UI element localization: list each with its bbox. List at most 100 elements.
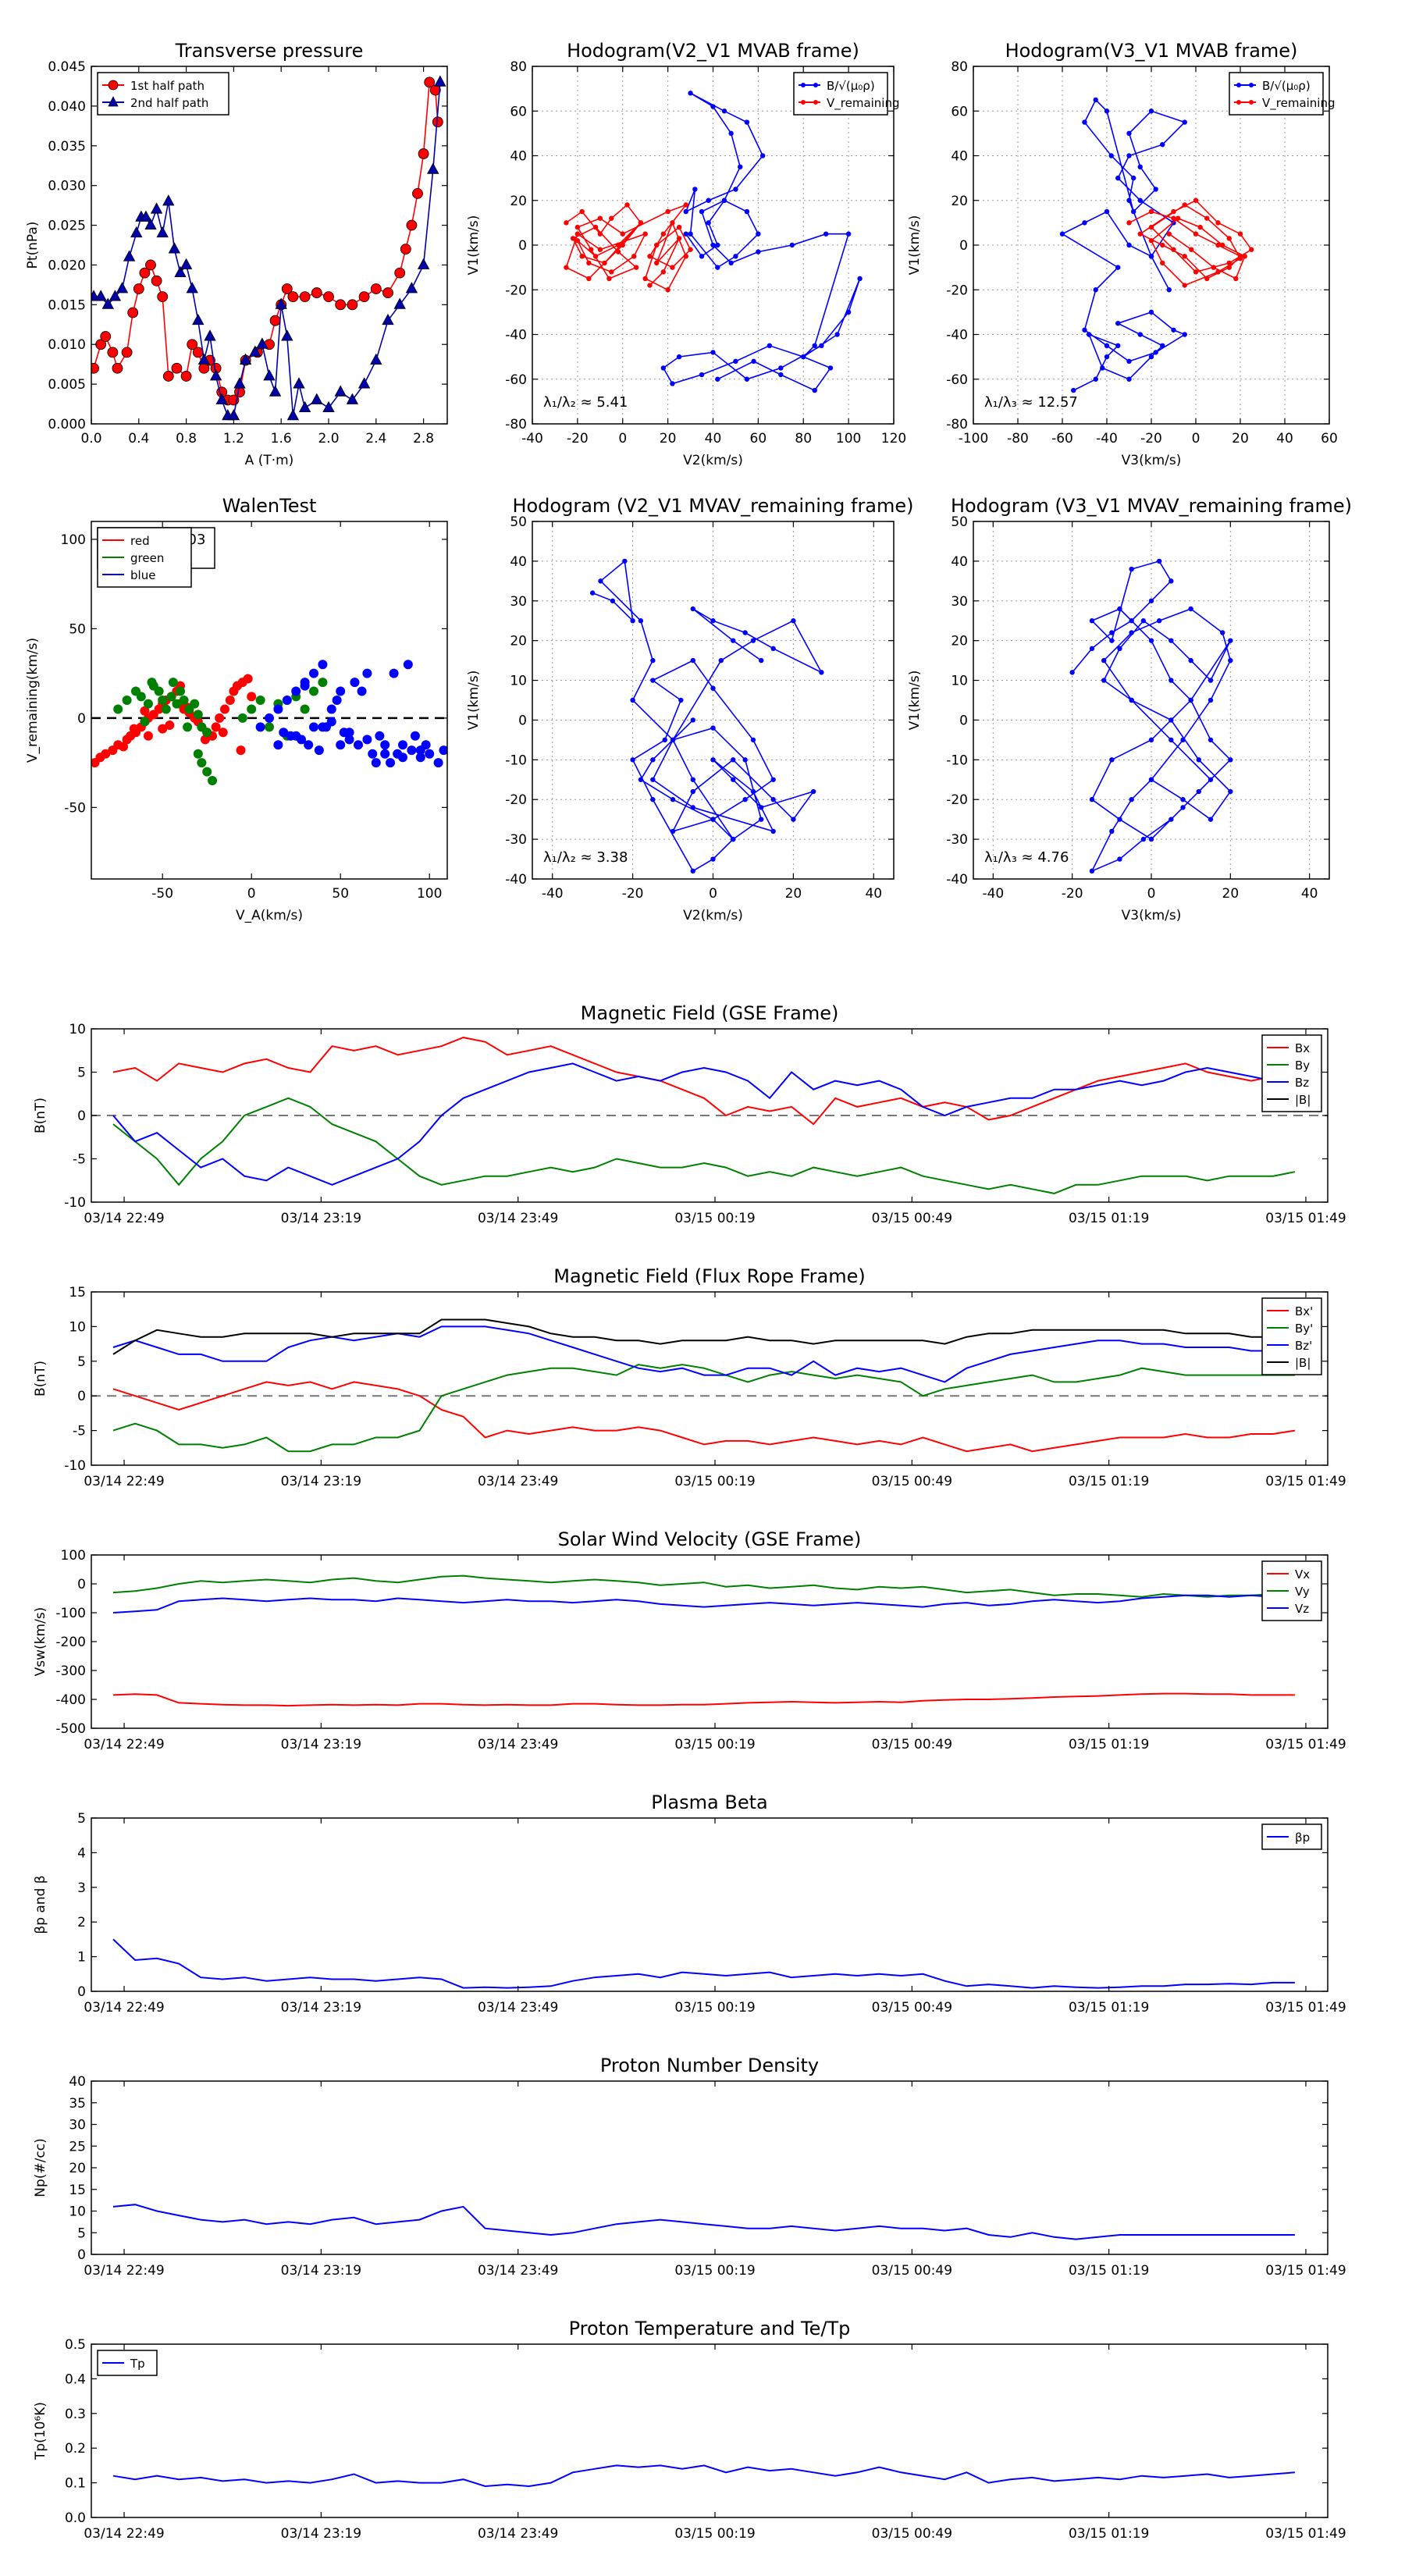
data-point bbox=[650, 797, 656, 802]
data-point bbox=[1148, 224, 1154, 230]
plot-area bbox=[1059, 97, 1254, 393]
x-tick-label: 03/15 00:49 bbox=[872, 2000, 952, 2016]
data-point bbox=[1171, 208, 1176, 215]
annotation: λ₁/λ₂ ≈ 3.38 bbox=[543, 849, 628, 866]
data-point bbox=[1168, 638, 1174, 643]
y-tick-label: -5 bbox=[73, 1152, 86, 1168]
data-point bbox=[358, 291, 370, 303]
data-point bbox=[676, 224, 682, 230]
data-point bbox=[1228, 638, 1233, 643]
data-point bbox=[738, 164, 743, 170]
chart-title: Magnetic Field (Flux Rope Frame) bbox=[553, 1265, 865, 1287]
series-0 bbox=[1059, 97, 1187, 393]
data-point bbox=[1126, 358, 1132, 365]
data-point bbox=[256, 337, 269, 349]
series-line bbox=[592, 560, 823, 872]
data-point bbox=[424, 76, 436, 88]
x-tick-label: 40 bbox=[705, 431, 722, 447]
x-axis: 03/14 22:49 03/14 23:19 03/14 23:49 03/15 0… bbox=[84, 1292, 1346, 1489]
plot-area bbox=[91, 660, 447, 786]
data-point bbox=[1168, 737, 1174, 743]
data-point bbox=[1171, 247, 1176, 252]
x-tick-label: 03/15 01:49 bbox=[1265, 2526, 1346, 2542]
data-point bbox=[174, 265, 187, 278]
data-point bbox=[812, 387, 817, 393]
data-point bbox=[318, 678, 328, 688]
data-point bbox=[273, 704, 283, 714]
y-tick-label: 0 bbox=[77, 1984, 86, 2000]
x-tick-label: 03/15 00:19 bbox=[674, 2000, 755, 2016]
y-tick-label: 25 bbox=[69, 2139, 86, 2154]
y-tick-label: 0 bbox=[77, 2247, 86, 2263]
data-point bbox=[323, 291, 334, 303]
data-point bbox=[690, 777, 695, 782]
data-point bbox=[275, 297, 287, 309]
data-point bbox=[1182, 254, 1187, 259]
data-point bbox=[273, 740, 283, 750]
data-point bbox=[688, 91, 693, 96]
data-point bbox=[309, 722, 318, 732]
data-point bbox=[728, 260, 734, 266]
annotation: λ₁/λ₃ ≈ 4.76 bbox=[984, 849, 1069, 866]
series-0 bbox=[112, 1381, 1296, 1453]
data-point bbox=[647, 283, 653, 288]
y-tick-label: 20 bbox=[510, 634, 527, 649]
y-axis: 0 1 2 3 4 5 bbox=[77, 1811, 1328, 2000]
y-axis-label: B(nT) bbox=[33, 1098, 48, 1133]
data-point bbox=[670, 797, 676, 802]
x-tick-label: 0.0 bbox=[80, 431, 101, 447]
y-axis-label: Pt(nPa) bbox=[25, 222, 41, 269]
data-point bbox=[311, 393, 323, 404]
x-axis-label: V2(km/s) bbox=[683, 908, 743, 923]
x-axis: -40 -20 0 20 40 60 80 100 120 bbox=[521, 66, 906, 447]
series-line bbox=[112, 1037, 1296, 1126]
data-point bbox=[665, 208, 670, 215]
annotation: λ₁/λ₃ ≈ 12.57 bbox=[984, 394, 1078, 411]
data-point bbox=[1215, 269, 1221, 275]
x-tick-label: 20 bbox=[785, 886, 802, 902]
data-point bbox=[94, 290, 107, 301]
data-point bbox=[151, 275, 162, 286]
data-point bbox=[108, 290, 122, 301]
data-point bbox=[202, 728, 212, 738]
series-line bbox=[112, 1364, 1295, 1453]
data-point bbox=[1140, 618, 1147, 624]
x-axis: -50 0 50 100 bbox=[151, 521, 442, 902]
series-line bbox=[662, 92, 861, 392]
data-point bbox=[400, 244, 411, 254]
x-tick-label: 03/15 00:49 bbox=[872, 1737, 952, 1752]
x-tick-label: 100 bbox=[836, 431, 861, 447]
data-point bbox=[1226, 265, 1232, 270]
legend-label: Bz bbox=[1295, 1076, 1309, 1090]
data-point bbox=[770, 828, 776, 834]
y-tick-label: 15 bbox=[69, 2183, 86, 2198]
y-tick-label: 5 bbox=[77, 1811, 86, 1827]
data-point bbox=[304, 740, 314, 750]
data-point bbox=[742, 797, 748, 802]
y-tick-label: -300 bbox=[55, 1663, 86, 1679]
x-tick-label: 40 bbox=[1301, 886, 1318, 902]
data-point bbox=[1168, 678, 1174, 683]
data-point bbox=[193, 749, 203, 759]
data-point bbox=[415, 753, 425, 763]
y-axis-label: V1(km/s) bbox=[466, 671, 482, 731]
data-point bbox=[1129, 630, 1134, 635]
data-point bbox=[236, 745, 246, 756]
data-point bbox=[1148, 836, 1154, 842]
x-tick-label: -20 bbox=[1062, 886, 1083, 902]
data-point bbox=[1059, 231, 1065, 237]
y-tick-label: 0 bbox=[77, 1108, 86, 1124]
data-point bbox=[255, 696, 265, 705]
data-point bbox=[1089, 646, 1095, 652]
chart-h4: Hodogram (V3_V1 MVAV_remaining frame)-40… bbox=[907, 495, 1352, 923]
data-point bbox=[770, 777, 776, 782]
legend-marker bbox=[801, 100, 806, 105]
data-point bbox=[812, 343, 817, 349]
data-point bbox=[143, 731, 153, 741]
data-point bbox=[564, 220, 569, 226]
data-point bbox=[1182, 202, 1187, 208]
data-point bbox=[1087, 332, 1092, 337]
x-tick-label: 03/14 22:49 bbox=[84, 1737, 164, 1752]
chart-temp: Proton Temperature and Te/Tp 0.0 0.1 0.2 0.3… bbox=[33, 2318, 1346, 2542]
y-tick-label: 3 bbox=[77, 1880, 86, 1896]
